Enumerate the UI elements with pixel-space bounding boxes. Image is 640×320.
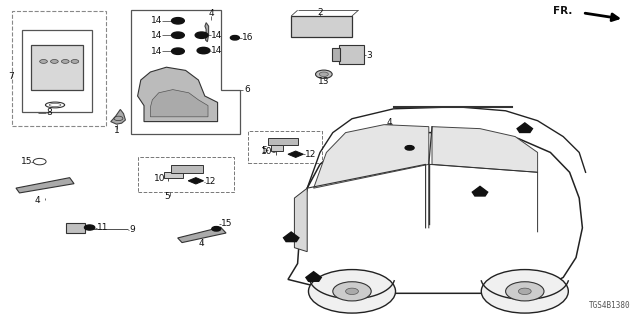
- Text: 10: 10: [260, 148, 272, 156]
- Polygon shape: [288, 151, 303, 157]
- Text: 7: 7: [8, 72, 14, 81]
- Text: 14: 14: [150, 16, 162, 25]
- Text: 5: 5: [262, 146, 268, 155]
- Text: 5: 5: [164, 192, 170, 201]
- Circle shape: [319, 72, 328, 76]
- Bar: [138, 157, 234, 192]
- Text: 3: 3: [366, 51, 372, 60]
- Text: 11: 11: [97, 223, 109, 232]
- Circle shape: [172, 48, 184, 54]
- Bar: [12, 11, 106, 126]
- Bar: [164, 172, 183, 178]
- Circle shape: [84, 225, 95, 230]
- Circle shape: [506, 282, 544, 301]
- Text: 14: 14: [150, 31, 162, 40]
- Text: 13: 13: [318, 77, 330, 86]
- Polygon shape: [432, 127, 538, 172]
- Circle shape: [308, 269, 396, 313]
- Text: 14: 14: [150, 47, 162, 56]
- Polygon shape: [188, 178, 204, 184]
- Polygon shape: [205, 23, 209, 42]
- Circle shape: [172, 32, 184, 38]
- Text: 14: 14: [211, 31, 223, 40]
- Text: 6: 6: [244, 85, 250, 94]
- Circle shape: [172, 18, 184, 24]
- Bar: [339, 45, 364, 64]
- Circle shape: [197, 47, 210, 54]
- Polygon shape: [150, 90, 208, 117]
- Polygon shape: [178, 227, 226, 243]
- Text: 15: 15: [221, 220, 232, 228]
- Circle shape: [481, 269, 568, 313]
- Text: 16: 16: [416, 143, 428, 152]
- Text: FR.: FR.: [554, 6, 573, 16]
- Circle shape: [51, 60, 58, 63]
- Bar: [291, 16, 352, 37]
- Circle shape: [333, 282, 371, 301]
- Bar: [31, 45, 83, 90]
- Polygon shape: [294, 188, 307, 252]
- Polygon shape: [314, 125, 429, 188]
- Polygon shape: [138, 67, 218, 122]
- Bar: [268, 138, 298, 145]
- Polygon shape: [306, 272, 321, 281]
- Polygon shape: [472, 186, 488, 196]
- Text: 4: 4: [387, 118, 392, 127]
- Polygon shape: [284, 232, 299, 242]
- Polygon shape: [517, 123, 532, 132]
- Text: 16: 16: [242, 33, 253, 42]
- Circle shape: [40, 60, 47, 63]
- Circle shape: [346, 288, 358, 294]
- Text: 1: 1: [115, 126, 120, 135]
- Circle shape: [230, 36, 239, 40]
- Polygon shape: [16, 178, 74, 193]
- Circle shape: [71, 60, 79, 63]
- Text: 9: 9: [129, 225, 135, 234]
- Text: 15: 15: [20, 157, 32, 166]
- Circle shape: [316, 70, 332, 78]
- Circle shape: [61, 60, 69, 63]
- Polygon shape: [111, 109, 125, 124]
- Circle shape: [212, 227, 221, 231]
- Circle shape: [195, 32, 208, 38]
- Text: 14: 14: [211, 46, 223, 55]
- Text: 10: 10: [154, 174, 165, 183]
- Text: TGS4B1380: TGS4B1380: [589, 301, 630, 310]
- Text: 12: 12: [205, 177, 216, 186]
- Text: 4: 4: [35, 196, 40, 205]
- Circle shape: [518, 288, 531, 294]
- Text: 4: 4: [199, 239, 204, 248]
- Text: 8: 8: [46, 108, 52, 117]
- Text: 2: 2: [317, 8, 323, 17]
- Bar: [171, 165, 203, 173]
- Bar: [66, 223, 85, 233]
- Circle shape: [405, 146, 414, 150]
- Polygon shape: [381, 125, 397, 141]
- Bar: [22, 30, 92, 112]
- Text: 4: 4: [209, 9, 214, 18]
- Text: 12: 12: [305, 150, 316, 159]
- Bar: [271, 145, 283, 151]
- Bar: [332, 48, 340, 61]
- Bar: [248, 131, 322, 163]
